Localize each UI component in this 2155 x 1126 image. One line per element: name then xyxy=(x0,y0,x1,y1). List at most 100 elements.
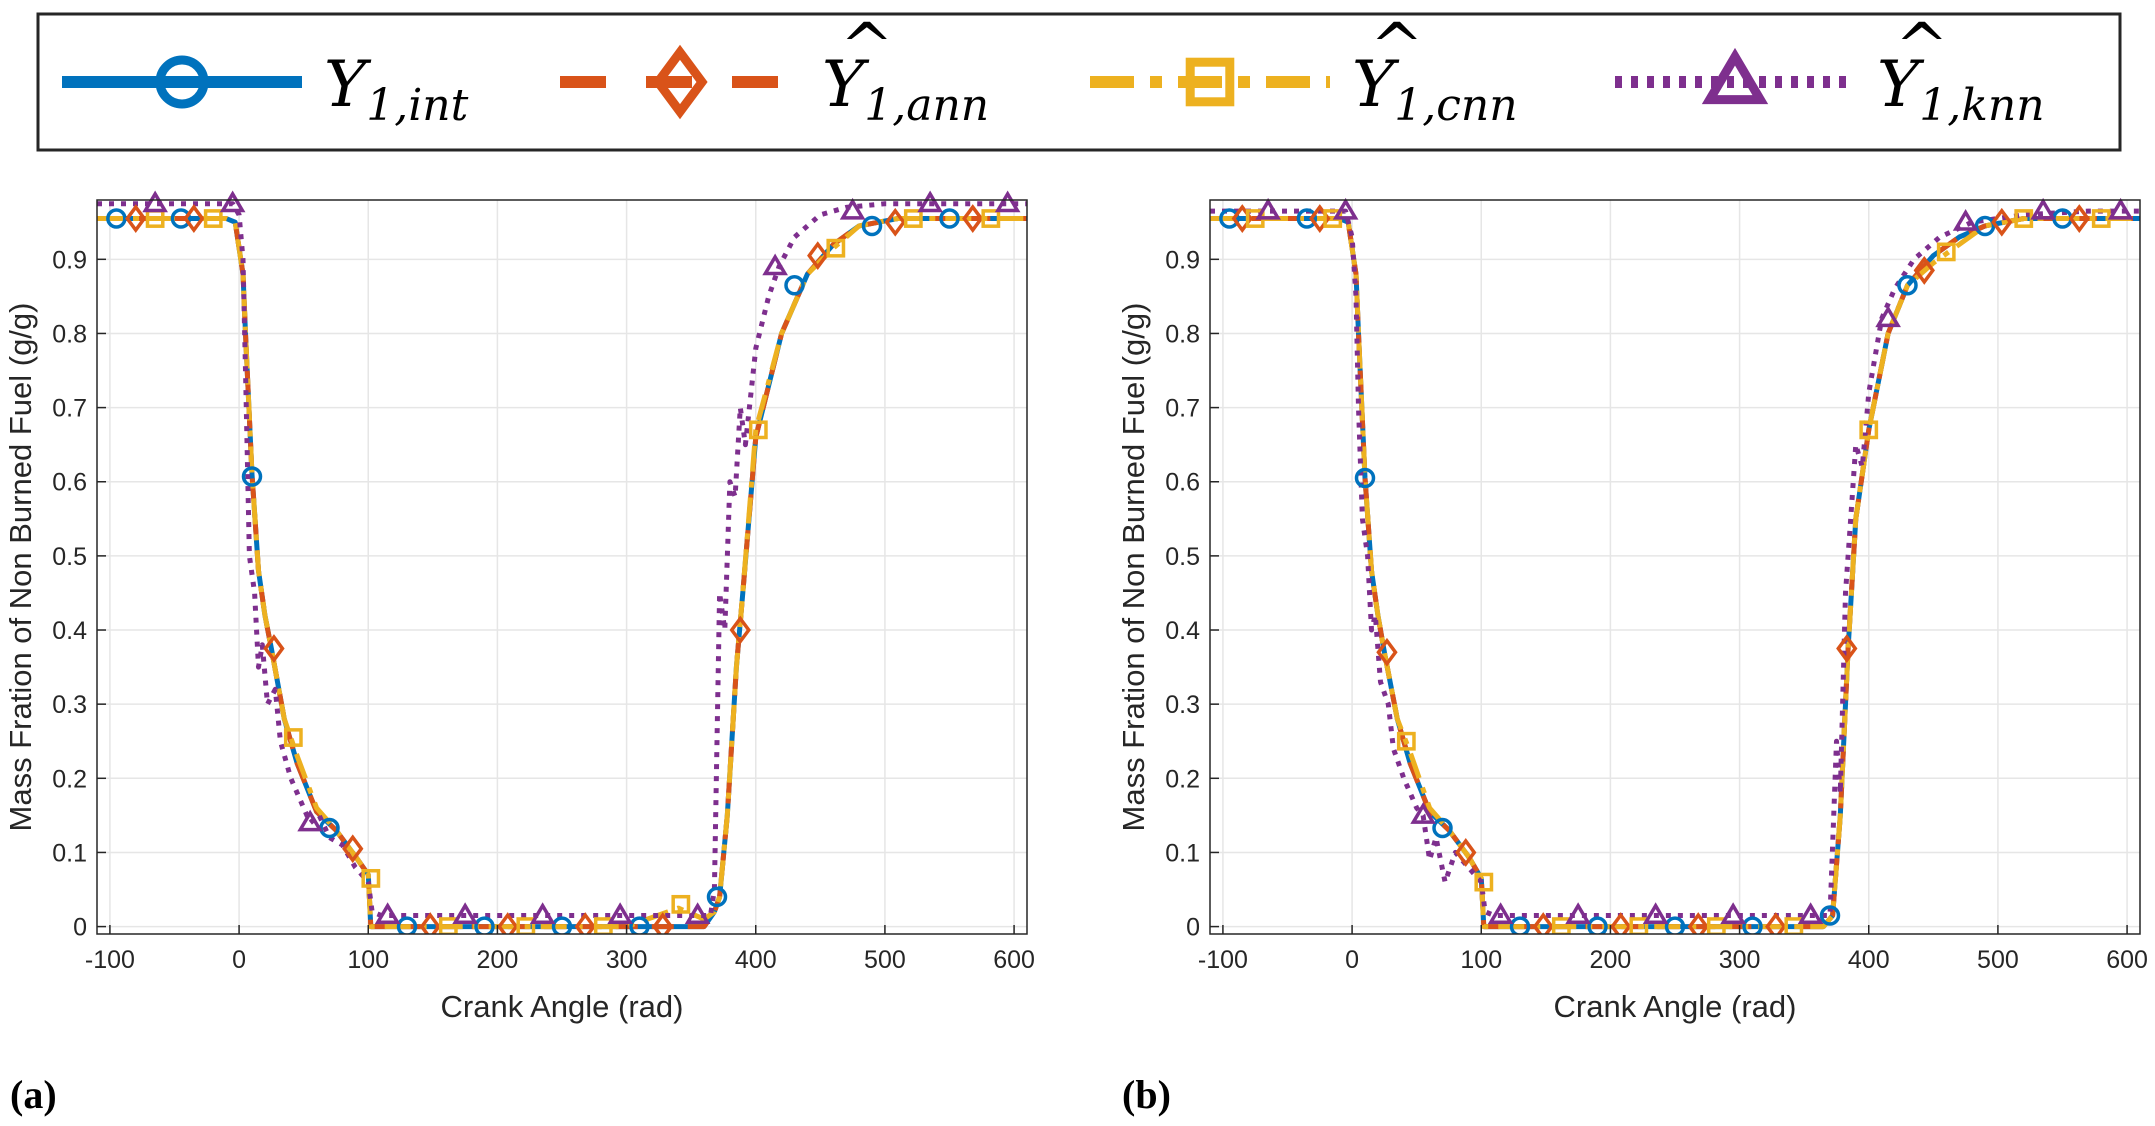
x-tick-label-3: 200 xyxy=(477,946,519,974)
panel-b: -100 0 100 200 300 400 500 600 0 0.1 0.2 0.3 0.4 0.5 0… xyxy=(1116,197,2148,1117)
x-tick-label-1: 0 xyxy=(232,946,246,974)
series-marker-b-1-6 xyxy=(1587,916,1608,934)
y-tick-label-6: 0.6 xyxy=(52,469,87,497)
series-marker-a-4-7 xyxy=(607,902,633,925)
legend-hat-2: ^ xyxy=(840,10,894,84)
y-tick-label-0: 0 xyxy=(73,914,87,942)
series-marker-b-2-12 xyxy=(2068,204,2090,233)
series-marker-a-1-7 xyxy=(551,916,573,934)
series-marker-a-2-1 xyxy=(125,204,147,233)
legend-box xyxy=(36,12,2122,152)
series-marker-b-1-9 xyxy=(1819,905,1841,926)
series-marker-b-3-9 xyxy=(1859,420,1879,440)
series-marker-a-2-8 xyxy=(652,912,674,934)
series-marker-a-1-11 xyxy=(861,215,883,237)
x-tick-label-2: 100 xyxy=(1460,946,1502,974)
series-marker-a-3-7 xyxy=(593,917,613,934)
series-marker-a-1-5 xyxy=(396,916,418,934)
series-marker-b-1-2 xyxy=(1296,208,1318,229)
series-marker-b-3-7 xyxy=(1706,917,1726,934)
series-marker-a-1-1 xyxy=(106,208,127,229)
series-marker-b-1-4 xyxy=(1432,817,1453,839)
x-tick-label-7: 600 xyxy=(993,946,1035,974)
series-marker-b-4-2 xyxy=(1332,197,1359,220)
series-marker-a-3-12 xyxy=(981,209,1001,228)
series-a xyxy=(97,190,1027,934)
series-marker-b-4-11 xyxy=(2030,197,2056,220)
x-tick-label-4: 300 xyxy=(606,946,648,974)
series-marker-a-1-12 xyxy=(939,208,960,229)
grid-a xyxy=(97,200,1027,934)
series-marker-b-4-6 xyxy=(1642,902,1669,925)
legend: Y1,int Y1,ann^Y1,cnn^Y1,knn^ xyxy=(36,10,2122,152)
series-line-a-4 xyxy=(97,201,1027,918)
series-marker-b-4-8 xyxy=(1797,902,1824,925)
legend-items: Y1,int Y1,ann^Y1,cnn^Y1,knn^ xyxy=(62,10,2045,131)
y-tick-label-7: 0.7 xyxy=(1165,395,1200,423)
series-marker-b-4-3 xyxy=(1410,802,1436,824)
series-marker-b-3-10 xyxy=(1936,242,1956,262)
series-marker-a-3-2 xyxy=(203,209,223,228)
axes-a-frame xyxy=(96,199,1028,935)
series-line-b-3 xyxy=(1210,216,2140,930)
series-marker-b-2-4 xyxy=(1455,838,1477,867)
series-marker-b-2-9 xyxy=(1836,634,1858,663)
y-tick-label-6: 0.6 xyxy=(1165,469,1200,497)
series-marker-b-4-1 xyxy=(1255,197,1281,220)
y-tick-label-1: 0.1 xyxy=(52,839,87,867)
series-marker-a-1-6 xyxy=(474,916,495,934)
x-tick-label-0: -100 xyxy=(85,946,135,974)
x-tick-label-5: 400 xyxy=(735,946,777,974)
series-marker-b-1-5 xyxy=(1509,916,1531,934)
series-marker-b-1-10 xyxy=(1897,275,1918,296)
y-tick-label-8: 0.8 xyxy=(1165,320,1200,348)
x-tick-label-3: 200 xyxy=(1590,946,1632,974)
y-tick-label-5: 0.5 xyxy=(1165,543,1200,571)
x-axis-label-a: Crank Angle (rad) xyxy=(441,989,684,1024)
panel-a: -100 0 100 200 300 400 500 600 0 0.1 0.2 0.3 0.4 0.5 0… xyxy=(3,190,1035,1117)
series-marker-a-4-10 xyxy=(839,197,866,220)
series-marker-b-2-11 xyxy=(1991,207,2013,237)
x-tick-label-2: 100 xyxy=(347,946,389,974)
series-marker-b-3-4 xyxy=(1474,872,1494,892)
series-marker-a-4-2 xyxy=(219,190,246,213)
y-tick-label-4: 0.4 xyxy=(1165,617,1200,645)
y-tick-label-9: 0.9 xyxy=(1165,246,1200,274)
series-marker-a-1-10 xyxy=(784,275,805,296)
y-tick-label-2: 0.2 xyxy=(52,765,87,793)
y-tick-label-3: 0.3 xyxy=(52,691,87,719)
x-axis-label-b: Crank Angle (rad) xyxy=(1554,989,1797,1024)
y-axis-label-b: Mass Fration of Non Burned Fuel (g/g) xyxy=(1116,303,1151,832)
y-tick-label-1: 0.1 xyxy=(1165,839,1200,867)
series-marker-b-4-5 xyxy=(1565,902,1591,925)
series-marker-a-1-8 xyxy=(629,916,650,934)
series-marker-b-1-11 xyxy=(1974,215,1996,237)
series-marker-b-4-4 xyxy=(1487,902,1514,925)
series-marker-a-4-1 xyxy=(142,190,168,213)
panel-label-b: (b) xyxy=(1122,1072,1171,1117)
series-marker-a-1-2 xyxy=(170,208,192,229)
series-marker-a-2-10 xyxy=(807,241,829,271)
series-marker-a-3-3 xyxy=(283,728,303,747)
series-marker-b-4-7 xyxy=(1720,902,1746,925)
series-marker-b-2-3 xyxy=(1376,637,1398,667)
legend-hat-3: ^ xyxy=(1370,10,1424,84)
series-marker-b-1-7 xyxy=(1664,916,1686,934)
series-marker-b-1-1 xyxy=(1219,208,1240,229)
series-marker-b-4-12 xyxy=(2107,197,2134,220)
panel-label-a: (a) xyxy=(10,1072,57,1117)
legend-marker-2 xyxy=(652,44,708,120)
series-marker-a-4-4 xyxy=(374,902,401,925)
series-marker-b-3-8 xyxy=(1784,917,1804,934)
series-line-b-2 xyxy=(1210,216,2140,930)
series-marker-b-3-6 xyxy=(1629,917,1649,934)
axes-a-background xyxy=(97,200,1027,934)
series-marker-a-4-3 xyxy=(297,809,323,832)
legend-marker-1 xyxy=(155,55,209,109)
series-marker-a-3-10 xyxy=(826,238,846,258)
legend-subscript-4: 1,knn xyxy=(1919,80,2044,131)
y-tick-label-9: 0.9 xyxy=(52,246,87,274)
series-marker-a-1-3 xyxy=(241,466,263,487)
y-tick-label-3: 0.3 xyxy=(1165,691,1200,719)
y-tick-label-4: 0.4 xyxy=(52,617,87,645)
